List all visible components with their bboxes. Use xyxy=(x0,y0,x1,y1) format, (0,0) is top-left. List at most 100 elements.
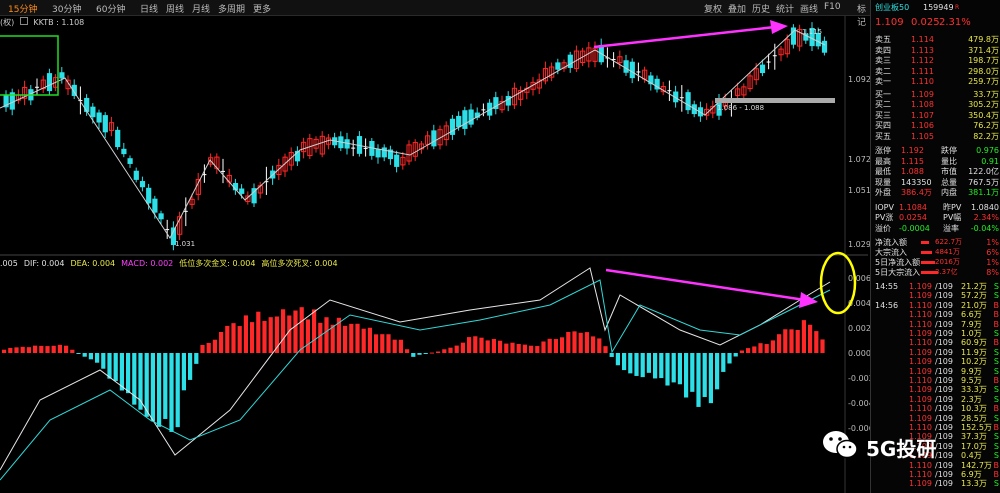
macd-bar xyxy=(398,339,403,353)
flow-row: 5日大宗流入 3.37亿 8% xyxy=(875,267,999,278)
candle-body xyxy=(139,181,146,188)
tick-side: S xyxy=(993,282,999,291)
tick-volume: 21.2万 xyxy=(961,282,987,291)
candle-body xyxy=(797,28,803,47)
toolbar-item[interactable]: 历史 xyxy=(752,5,771,15)
candle-body xyxy=(542,68,549,82)
macd-bar xyxy=(150,353,155,422)
stat-label: 外盘 xyxy=(875,188,891,197)
candle-body xyxy=(102,115,108,133)
timeframe-tab[interactable]: 60分钟 xyxy=(96,5,126,15)
candle-body xyxy=(493,97,499,110)
timeframe-tab[interactable]: 月线 xyxy=(192,5,211,15)
timeframe-tab[interactable]: 多周期 xyxy=(218,5,246,15)
price-tick: 1.051 xyxy=(848,186,870,195)
tick-row: 1.110/109 9.5万 B xyxy=(875,375,999,386)
quote-price: 1.109 0.025 2.31% xyxy=(875,17,999,28)
toolbar-item[interactable]: 统计 xyxy=(776,5,795,15)
tick-prev: /109 xyxy=(935,329,953,338)
candle-body xyxy=(400,156,406,166)
kline-indicator: KKTB : 1.108 xyxy=(33,18,85,27)
iopv-row: IOPV 1.1084 昨PV 1.0840 xyxy=(875,202,999,213)
stat-value: 1.088 xyxy=(901,167,924,176)
iopv-row: 溢价 -0.0004 溢率 -0.04% xyxy=(875,223,999,234)
candle-body xyxy=(133,170,139,180)
candle-body xyxy=(704,108,710,116)
macd-bar xyxy=(274,316,279,353)
candle-body xyxy=(753,68,759,81)
timeframe-tab[interactable]: 周线 xyxy=(166,5,185,15)
tick-prev: /109 xyxy=(935,451,953,461)
macd-bar xyxy=(491,339,496,353)
tick-side: S xyxy=(993,357,999,367)
flow-value: 4841万 xyxy=(935,248,960,256)
tick-price: 1.109 xyxy=(909,451,932,461)
stat-label: 最低 xyxy=(875,167,891,176)
macd-tick: 0.000 xyxy=(848,349,870,358)
bid-price: 1.108 xyxy=(911,100,934,109)
price-tick: 1.029 xyxy=(848,240,870,249)
indicator-info-icon[interactable] xyxy=(19,17,28,25)
bid-volume: 33.7万 xyxy=(973,89,999,99)
macd-bar xyxy=(572,331,577,353)
ask-price: 1.114 xyxy=(911,35,934,44)
stat-value: 143350 xyxy=(901,177,932,187)
kline-indicator-prefix: (权) xyxy=(0,18,15,27)
candle-body xyxy=(208,157,214,165)
macd-bar xyxy=(169,353,174,432)
ask-price: 1.112 xyxy=(911,56,934,65)
macd-bar xyxy=(163,353,168,419)
macd-bar xyxy=(442,349,447,353)
stat-row: 现量 143350 总量 767.5万 xyxy=(875,177,999,188)
macd-bar xyxy=(343,325,348,353)
ask-label: 卖一 xyxy=(875,77,891,86)
macd-bar xyxy=(659,353,664,379)
macd-bar xyxy=(485,340,490,353)
tick-row: 1.109/109 0.4万 S xyxy=(875,450,999,461)
timeframe-tab[interactable]: 日线 xyxy=(140,5,159,15)
toolbar-item[interactable]: 复权 xyxy=(704,5,723,15)
kline-macd-chart[interactable]: 1.092 1.072 1.051 1.029 0.006 0.004 0.002 0.000… xyxy=(0,0,870,493)
tick-row: 1.109/109 33.3万 S xyxy=(875,384,999,395)
tick-volume: 13.3万 xyxy=(961,479,987,489)
tick-side: B xyxy=(993,300,1000,310)
stat-row: 外盘 386.4万 内盘 381.1万 xyxy=(875,187,999,198)
highlight-circle xyxy=(819,251,857,315)
macd-bar xyxy=(553,339,558,353)
candle-body xyxy=(580,50,586,64)
timeframe-toolbar: 15分钟30分钟60分钟日线周线月线多周期更多复权叠加历史统计画线F10标记+自… xyxy=(0,0,923,28)
toolbar-item[interactable]: 标记 xyxy=(857,5,867,28)
macd-legend-item: MACD: 0.002 xyxy=(121,259,174,268)
tick-prev: /109 xyxy=(935,310,953,320)
macd-legend-item: 高位多次死叉: 0.004 xyxy=(261,259,338,268)
timeframe-tab[interactable]: 更多 xyxy=(253,5,272,15)
tick-row: 1.109/109 13.3万 S xyxy=(875,478,999,489)
tick-row: 1.109/109 17.0万 S xyxy=(875,441,999,452)
timeframe-tab[interactable]: 30分钟 xyxy=(52,5,82,15)
candle-body xyxy=(549,66,555,78)
ask-label: 卖四 xyxy=(875,45,891,55)
macd-bar xyxy=(448,347,453,353)
timeframe-tab[interactable]: 15分钟 xyxy=(8,5,38,15)
candle-body xyxy=(251,188,257,204)
candle-body xyxy=(115,129,121,148)
stat-value: 122.0亿 xyxy=(968,167,999,176)
toolbar-item[interactable]: 画线 xyxy=(800,5,819,15)
tick-row: 1.110/109 7.9万 B xyxy=(875,319,999,330)
macd-bar xyxy=(8,347,13,353)
flow-pct: 8% xyxy=(986,268,999,277)
macd-bar xyxy=(175,353,180,428)
toolbar-item[interactable]: F10 xyxy=(824,2,841,12)
fund-name: 创业板50 xyxy=(875,3,910,12)
macd-bar xyxy=(411,353,416,357)
tick-price: 1.109 xyxy=(909,357,932,367)
tick-price: 1.110 xyxy=(909,404,932,414)
watermark-text: 5G投研 xyxy=(866,437,937,461)
tick-prev: /109 xyxy=(935,319,953,329)
flow-row: 大宗流入 4841万 6% xyxy=(875,247,999,258)
macd-bar xyxy=(144,353,149,417)
tick-price: 1.109 xyxy=(909,413,932,423)
bid-row: 买四 1.106 76.2万 xyxy=(875,120,999,131)
toolbar-item[interactable]: 叠加 xyxy=(728,5,747,15)
macd-bar xyxy=(113,353,118,381)
